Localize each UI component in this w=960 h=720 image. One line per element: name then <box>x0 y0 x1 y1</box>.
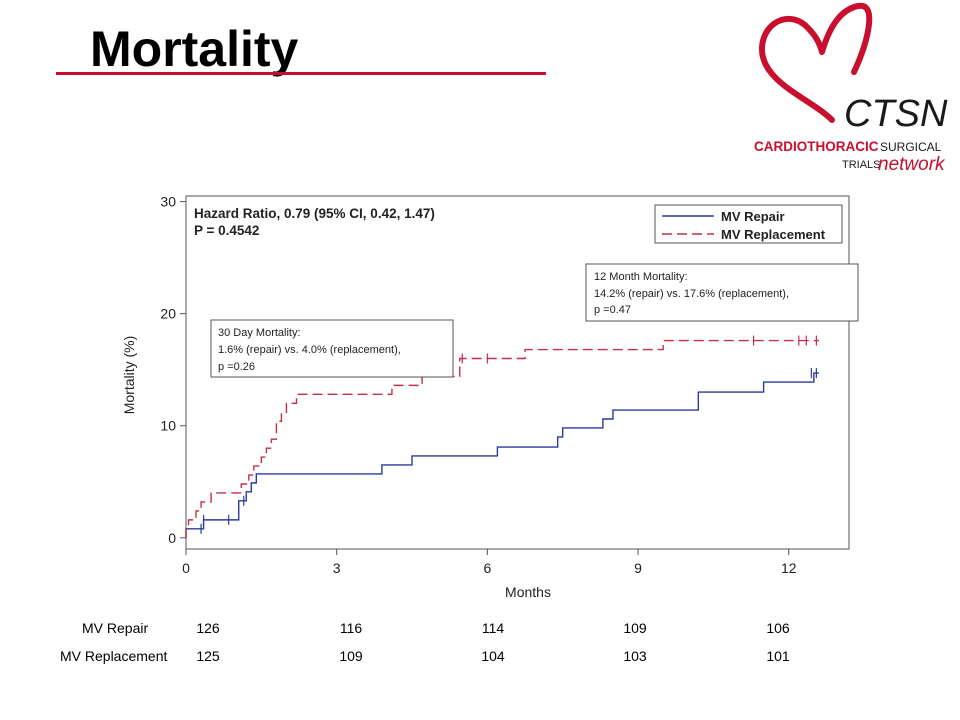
series-line-mv-repair <box>185 372 819 538</box>
annotation-12-month-line-1: 12 Month Mortality: <box>594 271 688 283</box>
annotation-12-month: 12 Month Mortality: 14.2% (repair) vs. 1… <box>585 263 859 322</box>
annotation-12-month-box <box>585 263 859 322</box>
y-tick-label: 20 <box>160 306 176 322</box>
y-tick-label: 0 <box>168 530 176 546</box>
logo-surgical: SURGICAL <box>880 140 942 154</box>
risk-cell: 126 <box>196 620 220 636</box>
legend: MV Repair MV Replacement <box>654 204 843 244</box>
annotation-30-day-line-2: 1.6% (repair) vs. 4.0% (replacement), <box>218 344 401 356</box>
km-chart: 0 3 6 9 12 0 10 20 30 Months Mortality (%) Hazar… <box>121 194 859 600</box>
hazard-ratio-text: Hazard Ratio, 0.79 (95% CI, 0.42, 1.47) <box>194 206 435 221</box>
legend-label-repair: MV Repair <box>721 209 785 224</box>
risk-cell: 103 <box>623 648 647 664</box>
y-axis-label: Mortality (%) <box>121 336 137 415</box>
y-tick-label: 10 <box>160 418 176 434</box>
slide-title: Mortality <box>90 21 299 77</box>
risk-row-label-replacement: MV Replacement <box>60 648 168 664</box>
annotation-30-day-box <box>210 319 454 378</box>
annotation-30-day: 30 Day Mortality: 1.6% (repair) vs. 4.0%… <box>210 319 454 378</box>
p-value-text: P = 0.4542 <box>194 223 259 238</box>
risk-cell: 114 <box>481 620 505 636</box>
logo-cardiothoracic: CARDIOTHORACIC <box>754 139 879 154</box>
title-underline <box>56 72 546 75</box>
risk-row-label-repair: MV Repair <box>82 620 149 636</box>
annotation-30-day-line-3: p =0.26 <box>218 361 255 373</box>
annotation-12-month-line-2: 14.2% (repair) vs. 17.6% (replacement), <box>594 288 789 300</box>
x-tick-label: 6 <box>483 560 491 576</box>
x-tick-label: 0 <box>182 560 190 576</box>
x-tick-label: 12 <box>781 560 797 576</box>
logo-trials: TRIALS <box>842 159 881 171</box>
ctsn-logo: CTSN CARDIOTHORACIC SURGICAL TRIALS netw… <box>750 2 955 177</box>
legend-label-replacement: MV Replacement <box>721 227 826 242</box>
y-tick-label: 30 <box>160 194 176 210</box>
x-axis-label: Months <box>505 584 551 600</box>
ctsn-logo-graphic: CTSN CARDIOTHORACIC SURGICAL TRIALS netw… <box>754 2 948 175</box>
risk-cell: 109 <box>339 648 363 664</box>
risk-cell: 101 <box>766 648 790 664</box>
logo-letters: CTSN <box>844 93 948 135</box>
number-at-risk-table: MV Repair 126 116 114 109 106 MV Replace… <box>0 615 960 675</box>
x-tick-label: 9 <box>634 560 642 576</box>
risk-cell: 106 <box>766 620 790 636</box>
risk-cell: 109 <box>623 620 647 636</box>
annotation-12-month-line-3: p =0.47 <box>594 304 631 316</box>
logo-network: network <box>878 154 946 175</box>
heart-icon <box>758 2 873 123</box>
risk-cell: 116 <box>339 620 363 636</box>
x-tick-label: 3 <box>333 560 341 576</box>
risk-cell: 104 <box>481 648 505 664</box>
annotation-30-day-line-1: 30 Day Mortality: <box>218 327 301 339</box>
legend-box <box>654 204 843 244</box>
risk-cell: 125 <box>196 648 220 664</box>
